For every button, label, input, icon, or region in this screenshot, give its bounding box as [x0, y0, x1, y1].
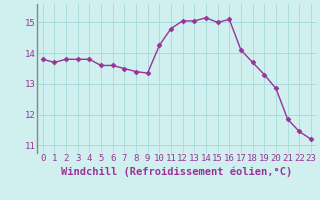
- X-axis label: Windchill (Refroidissement éolien,°C): Windchill (Refroidissement éolien,°C): [61, 166, 292, 177]
